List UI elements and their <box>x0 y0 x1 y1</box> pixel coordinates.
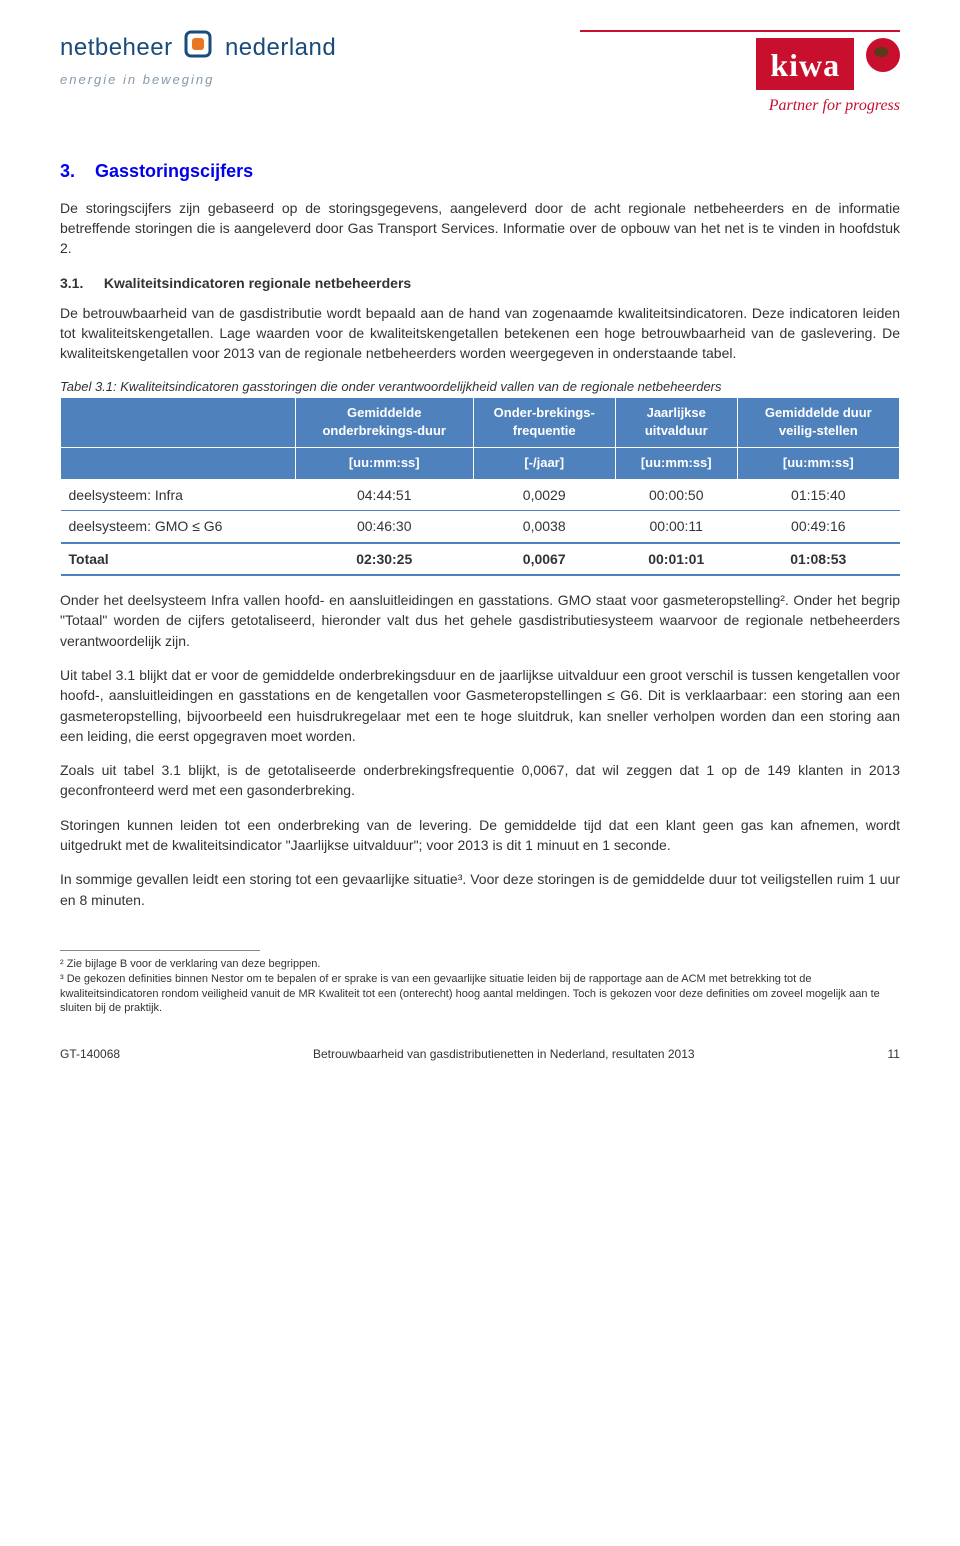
brand-text: netbeheer nederland <box>60 30 336 69</box>
row-1-v2: 0,0038 <box>473 511 615 543</box>
col-2-label: Onder-brekings-frequentie <box>473 397 615 448</box>
subsection-heading: 3.1. Kwaliteitsindicatoren regionale net… <box>60 273 900 293</box>
logo-kiwa: kiwa Partner for progress <box>580 30 900 118</box>
footnote-3: ³ De gekozen definities binnen Nestor om… <box>60 972 900 1017</box>
table-row: deelsysteem: GMO ≤ G6 00:46:30 0,0038 00… <box>61 511 900 543</box>
footnote-rule <box>60 950 260 951</box>
kiwa-wordmark: kiwa <box>756 38 854 90</box>
page-footer: GT-140068 Betrouwbaarheid van gasdistrib… <box>60 1046 900 1063</box>
col-blank <box>61 397 296 448</box>
unit-blank <box>61 448 296 480</box>
body-p2: Onder het deelsysteem Infra vallen hoofd… <box>60 590 900 651</box>
total-v2: 0,0067 <box>473 543 615 575</box>
section-heading: 3. Gasstoringscijfers <box>60 158 900 184</box>
body-p6: In sommige gevallen leidt een storing to… <box>60 869 900 910</box>
footnotes: ² Zie bijlage B voor de verklaring van d… <box>60 957 900 1016</box>
subsection-p1: De betrouwbaarheid van de gasdistributie… <box>60 303 900 364</box>
kiwa-rule <box>580 30 900 32</box>
brand-square-icon <box>184 30 212 69</box>
brand-tagline: energie in beweging <box>60 71 336 90</box>
row-0-v2: 0,0029 <box>473 480 615 511</box>
table-unit-row: [uu:mm:ss] [-/jaar] [uu:mm:ss] [uu:mm:ss… <box>61 448 900 480</box>
footer-right: 11 <box>888 1046 900 1063</box>
kiwa-block: kiwa <box>756 38 900 90</box>
body-p3: Uit tabel 3.1 blijkt dat er voor de gemi… <box>60 665 900 746</box>
col-1-unit: [uu:mm:ss] <box>295 448 473 480</box>
table-caption: Tabel 3.1: Kwaliteitsindicatoren gasstor… <box>60 378 900 397</box>
row-0-v4: 01:15:40 <box>737 480 899 511</box>
footer-left: GT-140068 <box>60 1046 120 1063</box>
section-number: 3. <box>60 161 75 181</box>
col-3-label: Jaarlijkse uitvalduur <box>615 397 737 448</box>
page-header: netbeheer nederland energie in beweging … <box>60 30 900 118</box>
table-row: deelsysteem: Infra 04:44:51 0,0029 00:00… <box>61 480 900 511</box>
body-p4: Zoals uit tabel 3.1 blijkt, is de getota… <box>60 760 900 801</box>
brand-word-1: netbeheer <box>60 34 173 61</box>
col-2-unit: [-/jaar] <box>473 448 615 480</box>
row-0-v3: 00:00:50 <box>615 480 737 511</box>
kiwa-bird-icon <box>866 38 900 72</box>
table-header-row: Gemiddelde onderbrekings-duur Onder-brek… <box>61 397 900 448</box>
brand-word-2: nederland <box>225 34 336 61</box>
footnote-2: ² Zie bijlage B voor de verklaring van d… <box>60 957 900 972</box>
kiwa-tagline: Partner for progress <box>580 94 900 117</box>
row-0-label: deelsysteem: Infra <box>61 480 296 511</box>
table-total-row: Totaal 02:30:25 0,0067 00:01:01 01:08:53 <box>61 543 900 575</box>
footer-center: Betrouwbaarheid van gasdistributienetten… <box>313 1046 695 1063</box>
subsection-number: 3.1. <box>60 273 100 293</box>
section-title: Gasstoringscijfers <box>95 161 253 181</box>
total-label: Totaal <box>61 543 296 575</box>
row-1-v4: 00:49:16 <box>737 511 899 543</box>
logo-netbeheer: netbeheer nederland energie in beweging <box>60 30 336 90</box>
row-1-v3: 00:00:11 <box>615 511 737 543</box>
col-4-label: Gemiddelde duur veilig-stellen <box>737 397 899 448</box>
row-0-v1: 04:44:51 <box>295 480 473 511</box>
row-1-v1: 00:46:30 <box>295 511 473 543</box>
total-v3: 00:01:01 <box>615 543 737 575</box>
intro-paragraph: De storingscijfers zijn gebaseerd op de … <box>60 198 900 259</box>
col-1-label: Gemiddelde onderbrekings-duur <box>295 397 473 448</box>
total-v4: 01:08:53 <box>737 543 899 575</box>
body-p5: Storingen kunnen leiden tot een onderbre… <box>60 815 900 856</box>
kpi-table: Gemiddelde onderbrekings-duur Onder-brek… <box>60 397 900 576</box>
col-3-unit: [uu:mm:ss] <box>615 448 737 480</box>
row-1-label: deelsysteem: GMO ≤ G6 <box>61 511 296 543</box>
col-4-unit: [uu:mm:ss] <box>737 448 899 480</box>
subsection-title: Kwaliteitsindicatoren regionale netbehee… <box>104 275 411 291</box>
total-v1: 02:30:25 <box>295 543 473 575</box>
